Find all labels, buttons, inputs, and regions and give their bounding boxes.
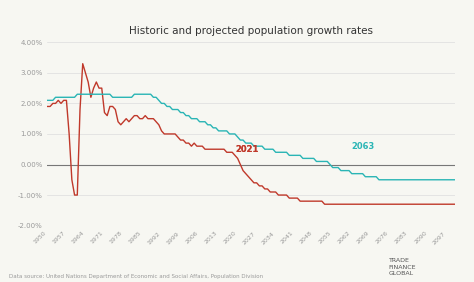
Text: 2021: 2021 [235, 145, 258, 154]
Text: TRADE
FINANCE
GLOBAL: TRADE FINANCE GLOBAL [389, 258, 416, 276]
Text: 2063: 2063 [352, 142, 375, 151]
Text: Data source: United Nations Department of Economic and Social Affairs, Populatio: Data source: United Nations Department o… [9, 274, 264, 279]
Title: Historic and projected population growth rates: Historic and projected population growth… [129, 26, 373, 36]
Text: 2021: 2021 [235, 145, 258, 154]
